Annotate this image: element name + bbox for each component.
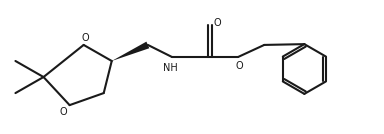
Text: NH: NH [162, 63, 177, 73]
Text: O: O [213, 18, 221, 28]
Polygon shape [112, 42, 149, 61]
Text: O: O [235, 61, 243, 71]
Text: O: O [60, 107, 68, 117]
Text: O: O [82, 33, 89, 43]
